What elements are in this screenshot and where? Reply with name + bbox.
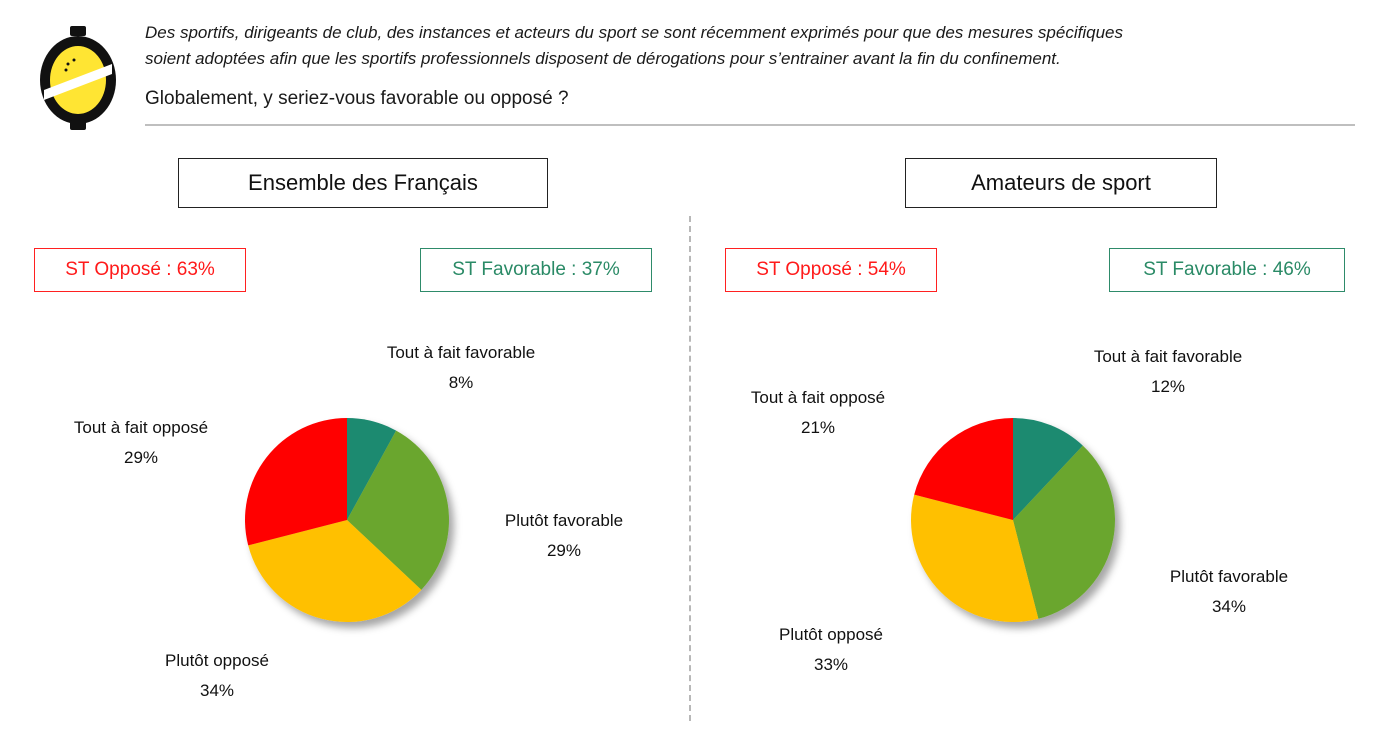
st-favorable-box-amateurs: ST Favorable : 46% — [1109, 248, 1345, 292]
slice-value: 33% — [813, 655, 849, 674]
slice-value: 29% — [123, 448, 159, 467]
slice-value: 34% — [1211, 597, 1247, 616]
slice-name: Plutôt favorable — [1169, 567, 1289, 586]
slice-name: Plutôt opposé — [165, 651, 269, 670]
pie-slice-plutot-oppose — [248, 520, 422, 622]
pie-amateurs — [910, 418, 1115, 623]
slice-value: 12% — [1150, 377, 1186, 396]
header-divider — [145, 124, 1355, 126]
label-ensemble-plutot-favorable: Plutôt favorable 29% — [505, 506, 623, 566]
pie-slice-tout-oppose — [244, 418, 347, 546]
slice-value: 34% — [199, 681, 235, 700]
intro-line-1: Des sportifs, dirigeants de club, des in… — [145, 23, 1123, 42]
intro-text: Des sportifs, dirigeants de club, des in… — [145, 20, 1345, 72]
pie-ensemble — [244, 418, 449, 622]
label-ensemble-tout-favorable: Tout à fait favorable 8% — [387, 338, 535, 398]
panel-title-ensemble: Ensemble des Français — [178, 158, 548, 208]
label-amateurs-tout-favorable: Tout à fait favorable 12% — [1094, 342, 1242, 402]
slice-value: 8% — [448, 373, 474, 392]
pie-slice-plutot-favorable — [347, 430, 449, 590]
slice-name: Plutôt opposé — [779, 625, 883, 644]
slice-value: 21% — [800, 418, 836, 437]
st-favorable-box-ensemble: ST Favorable : 37% — [420, 248, 652, 292]
slice-name: Tout à fait favorable — [386, 343, 536, 362]
slice-name: Tout à fait opposé — [73, 418, 209, 437]
pie-slice-plutot-oppose — [910, 494, 1039, 623]
slice-name: Tout à fait opposé — [750, 388, 886, 407]
question-text: Globalement, y seriez-vous favorable ou … — [145, 88, 569, 109]
label-amateurs-plutot-favorable: Plutôt favorable 34% — [1170, 562, 1288, 622]
slice-name: Tout à fait favorable — [1093, 347, 1243, 366]
slice-value: 29% — [546, 541, 582, 560]
pie-slice-tout-favorable — [347, 418, 397, 520]
intro-line-2: soient adoptées afin que les sportifs pr… — [145, 49, 1061, 68]
st-oppose-box-amateurs: ST Opposé : 54% — [725, 248, 937, 292]
label-ensemble-plutot-oppose: Plutôt opposé 34% — [165, 646, 269, 706]
label-amateurs-plutot-oppose: Plutôt opposé 33% — [779, 620, 883, 680]
lemon-logo-icon — [40, 26, 116, 130]
panel-title-amateurs: Amateurs de sport — [905, 158, 1217, 208]
pie-slice-tout-oppose — [914, 418, 1013, 520]
label-amateurs-tout-oppose: Tout à fait opposé 21% — [751, 383, 885, 443]
pie-slice-plutot-favorable — [1013, 445, 1115, 619]
slice-name: Plutôt favorable — [504, 511, 624, 530]
panel-divider — [689, 216, 691, 721]
st-oppose-box-ensemble: ST Opposé : 63% — [34, 248, 246, 292]
label-ensemble-tout-oppose: Tout à fait opposé 29% — [74, 413, 208, 473]
pie-slice-tout-favorable — [1013, 418, 1083, 520]
